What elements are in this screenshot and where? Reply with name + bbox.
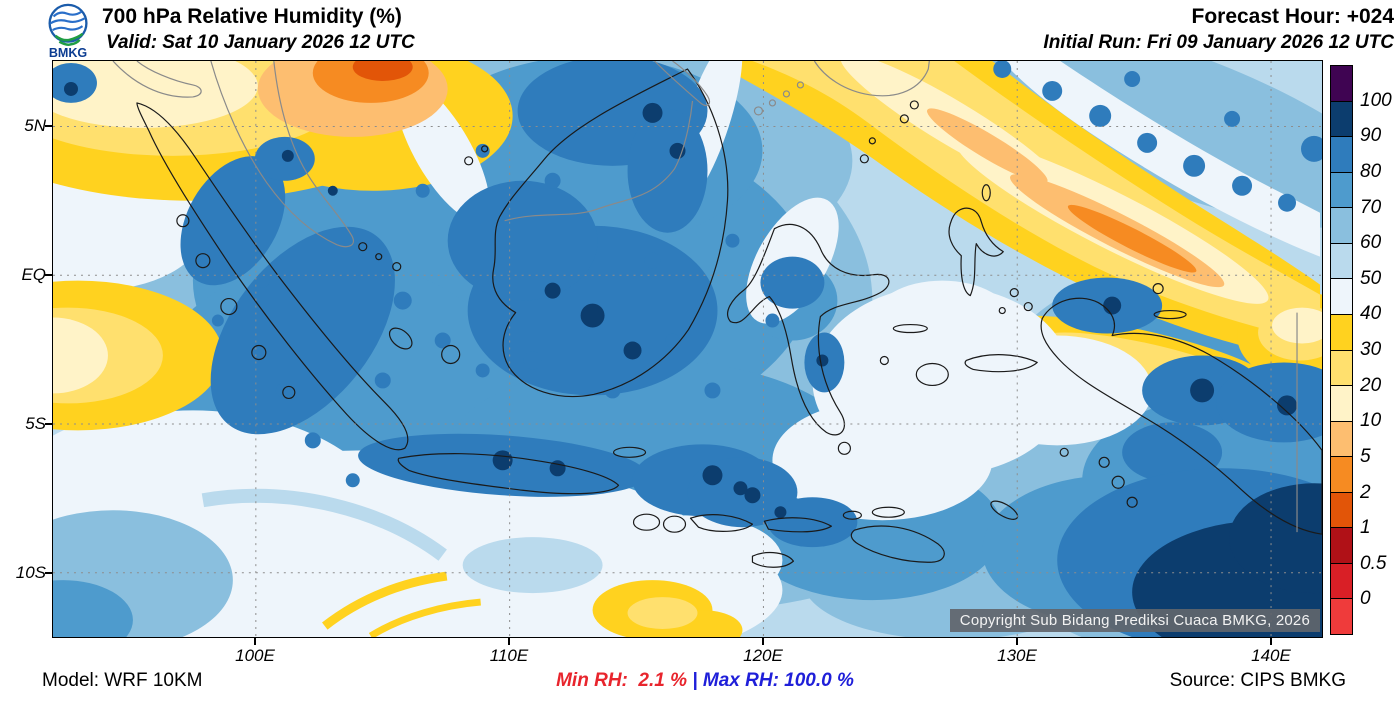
lon-tick-label-110e: 110E xyxy=(489,646,529,665)
colorbar-label: 5 xyxy=(1360,445,1371,467)
valid-time-label: Valid: Sat 10 January 2026 12 UTC xyxy=(106,32,415,53)
colorbar-segment xyxy=(1331,243,1352,280)
rh-region-orange-layer xyxy=(257,61,1225,288)
lat-tick-label-10s: 10S xyxy=(15,562,46,582)
colorbar-segment xyxy=(1331,208,1352,244)
colorbar-segment xyxy=(1331,279,1352,315)
colorbar-label: 2 xyxy=(1360,481,1371,503)
colorbar-segment xyxy=(1331,350,1352,387)
model-label: Model: WRF 10KM xyxy=(42,670,203,691)
colorbar-segment xyxy=(1331,421,1352,458)
colorbar-label: 50 xyxy=(1360,267,1382,289)
colorbar-label: 0.5 xyxy=(1360,552,1387,574)
min-rh: Min RH: 2.1 % xyxy=(556,670,688,691)
colorbar-segment xyxy=(1331,66,1352,102)
bmkg-logo-text: BMKG xyxy=(49,46,87,60)
lon-axis-tick xyxy=(762,638,764,645)
copyright-watermark: Copyright Sub Bidang Prediksi Cuaca BMKG… xyxy=(949,609,1320,632)
lat-axis-tick xyxy=(45,571,52,574)
colorbar-segment xyxy=(1331,172,1352,209)
rh-region-90-100-layer xyxy=(63,81,1322,637)
map-canvas: Copyright Sub Bidang Prediksi Cuaca BMKG… xyxy=(52,60,1323,638)
lon-tick-label-140e: 140E xyxy=(1251,646,1291,665)
ocean-swirl-layer xyxy=(53,488,603,637)
coastlines-layer xyxy=(136,68,1322,568)
colorbar-labels: 100 90 80 70 60 50 40 30 20 10 5 2 1 0.5 0 xyxy=(1360,65,1400,635)
colorbar-label: 40 xyxy=(1360,303,1382,325)
colorbar-label: 90 xyxy=(1360,125,1382,147)
colorbar xyxy=(1330,65,1353,635)
lon-tick-label-130e: 130E xyxy=(997,646,1037,665)
lon-axis-tick xyxy=(254,638,256,645)
colorbar-label: 80 xyxy=(1360,160,1382,182)
lat-axis-tick xyxy=(45,273,52,276)
colorbar-segment xyxy=(1331,314,1352,351)
initial-run-label: Initial Run: Fri 09 January 2026 12 UTC xyxy=(1043,32,1394,53)
lat-tick-label-5s: 5S xyxy=(25,413,46,433)
colorbar-segment xyxy=(1331,492,1352,529)
foreign-borders-layer xyxy=(112,61,1298,533)
colorbar-label: 0 xyxy=(1360,588,1371,610)
max-rh: Max RH: 100.0 % xyxy=(702,670,854,691)
colorbar-label: 20 xyxy=(1360,374,1382,396)
lat-tick-label-eq: EQ xyxy=(21,264,46,284)
lon-axis-tick xyxy=(508,638,510,645)
colorbar-segment xyxy=(1331,137,1352,173)
colorbar-segment xyxy=(1331,599,1352,634)
lon-tick-label-100e: 100E xyxy=(235,646,275,665)
rh-field-svg xyxy=(53,61,1322,637)
bmkg-logo-icon: BMKG xyxy=(48,3,88,60)
colorbar-label: 10 xyxy=(1360,410,1382,432)
lat-tick-label-5n: 5N xyxy=(24,115,46,135)
gridlines-layer xyxy=(53,61,1322,637)
colorbar-label: 70 xyxy=(1360,196,1382,218)
lat-axis-tick xyxy=(45,422,52,425)
colorbar-segment xyxy=(1331,386,1352,422)
lat-axis-tick xyxy=(45,124,52,127)
lon-axis-tick xyxy=(1016,638,1018,645)
rh-dry-spots-south-layer xyxy=(322,571,743,637)
rh-separator: | xyxy=(687,670,703,691)
lon-tick-label-120e: 120E xyxy=(743,646,783,665)
colorbar-segment xyxy=(1331,101,1352,138)
lon-axis-tick xyxy=(1270,638,1272,645)
colorbar-segment xyxy=(1331,528,1352,564)
colorbar-label: 1 xyxy=(1360,517,1371,539)
colorbar-label: 100 xyxy=(1360,89,1392,111)
colorbar-label: 30 xyxy=(1360,339,1382,360)
rh-minmax-line: Min RH: 2.1 % | Max RH: 100.0 % xyxy=(556,670,854,692)
colorbar-segment xyxy=(1331,457,1352,493)
colorbar-segment xyxy=(1331,563,1352,600)
forecast-hour-label: Forecast Hour: +024 xyxy=(1191,5,1395,28)
colorbar-label: 60 xyxy=(1360,232,1382,254)
source-label: Source: CIPS BMKG xyxy=(1169,670,1346,691)
page-title: 700 hPa Relative Humidity (%) xyxy=(102,5,402,28)
